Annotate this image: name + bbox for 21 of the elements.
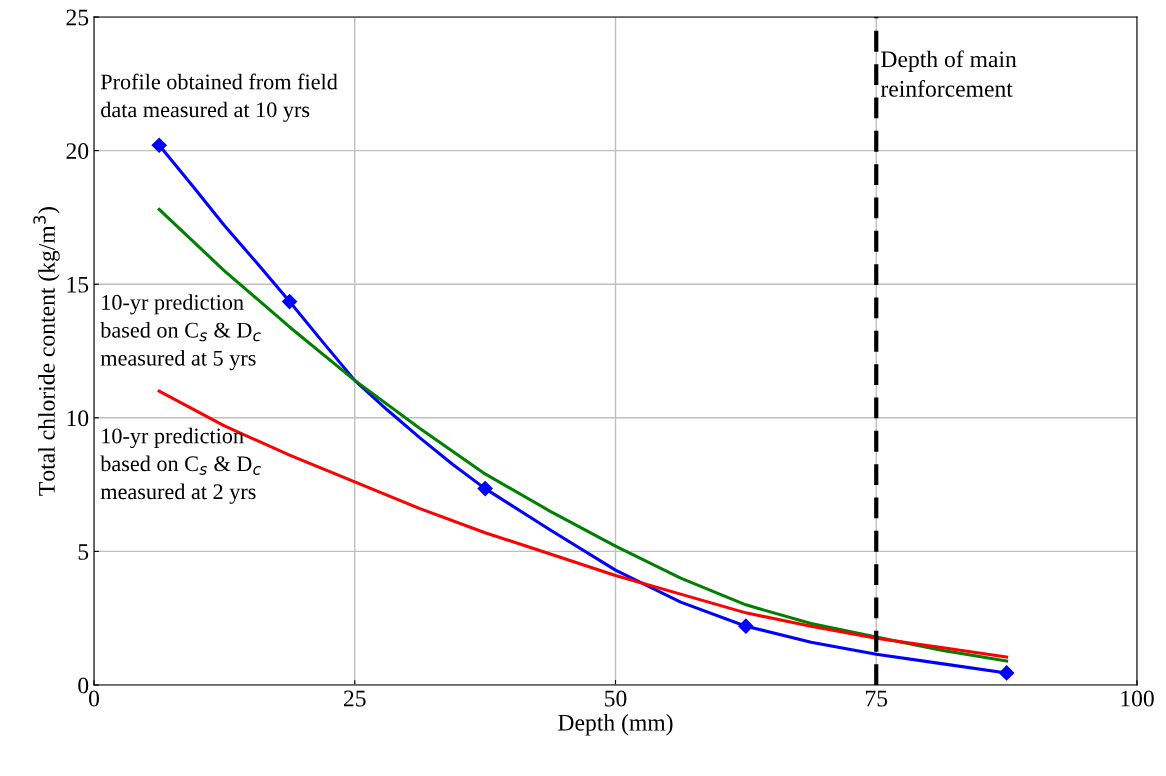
x-tick-label: 75 [866,690,888,707]
x-tick-label: 25 [343,690,366,707]
point [738,618,754,634]
point [477,481,493,497]
point [999,665,1015,681]
y-axis-title: Total chloride content (kg/m$^{3}$) [33,207,60,496]
y-tick-label: 20 [66,143,89,160]
x-tick-label: 100 [1121,690,1154,707]
annotation: 10-yr prediction based on C$_{s}$ & D$_{c}$ measured at 2 yrs [100,427,261,504]
y-tick-label: 15 [67,276,89,293]
y-tick-label: 5 [78,544,89,560]
x-tick-label: 50 [605,690,627,707]
y-tick-label: 0 [78,677,89,694]
y-tick-label: 10 [67,410,89,427]
x-axis-title: Depth (mm) [558,714,673,736]
annotation: Profile obtained from field data measured at 10 yrs [100,73,338,122]
ref-line-label: Depth of main reinforcement [880,50,1017,97]
point [151,137,167,153]
point [281,293,298,310]
annotation: 10-yr prediction based on C$_{s}$ & D$_{c}$ measured at 5 yrs [100,294,261,371]
y-tick-label: 25 [66,9,89,26]
